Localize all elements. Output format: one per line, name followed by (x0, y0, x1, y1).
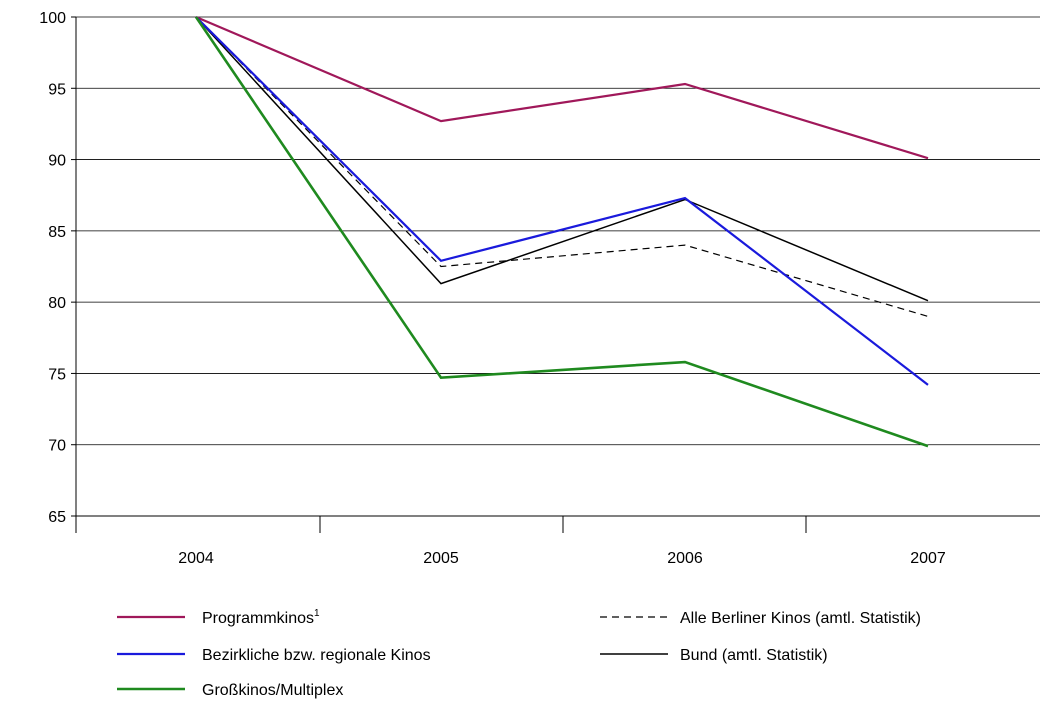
legend-label-text: Alle Berliner Kinos (amtl. Statistik) (680, 610, 921, 627)
legend: Programmkinos1 Bezirkliche bzw. regionale… (117, 608, 921, 699)
series-line-1 (195, 16, 929, 386)
legend-footnote-marker: 1 (314, 608, 320, 619)
axes: 65 70 75 80 85 90 95 100 2004 2005 2006 2007 (39, 10, 1040, 567)
legend-label-text: Großkinos/Multiplex (202, 682, 343, 699)
y-tick-label: 95 (48, 81, 66, 98)
legend-label-1: Bezirkliche bzw. regionale Kinos (202, 647, 431, 664)
y-tick-label: 65 (48, 509, 66, 526)
series-lines (194, 15, 929, 448)
legend-label-3: Alle Berliner Kinos (amtl. Statistik) (680, 610, 921, 627)
series-line-2 (194, 16, 929, 448)
x-tick-label: 2005 (423, 550, 459, 567)
x-tick-label: 2006 (667, 550, 703, 567)
y-tick-label: 70 (48, 438, 66, 455)
gridlines (76, 16, 1040, 446)
x-tick-label: 2007 (910, 550, 946, 567)
y-tick-label: 100 (39, 10, 66, 27)
x-tick-label: 2004 (178, 550, 214, 567)
legend-label-text: Bund (amtl. Statistik) (680, 647, 828, 664)
series-line-0 (195, 15, 929, 160)
y-tick-label: 85 (48, 224, 66, 241)
series-line-3 (195, 16, 929, 317)
series-line-4 (195, 16, 929, 302)
y-tick-label: 80 (48, 295, 66, 312)
legend-label-0: Programmkinos1 (202, 608, 320, 627)
y-tick-label: 90 (48, 153, 66, 170)
y-tick-label: 75 (48, 366, 66, 383)
legend-label-text: Bezirkliche bzw. regionale Kinos (202, 647, 431, 664)
legend-label-2: Großkinos/Multiplex (202, 682, 343, 699)
legend-label-text: Programmkinos (202, 610, 314, 627)
legend-label-4: Bund (amtl. Statistik) (680, 647, 828, 664)
